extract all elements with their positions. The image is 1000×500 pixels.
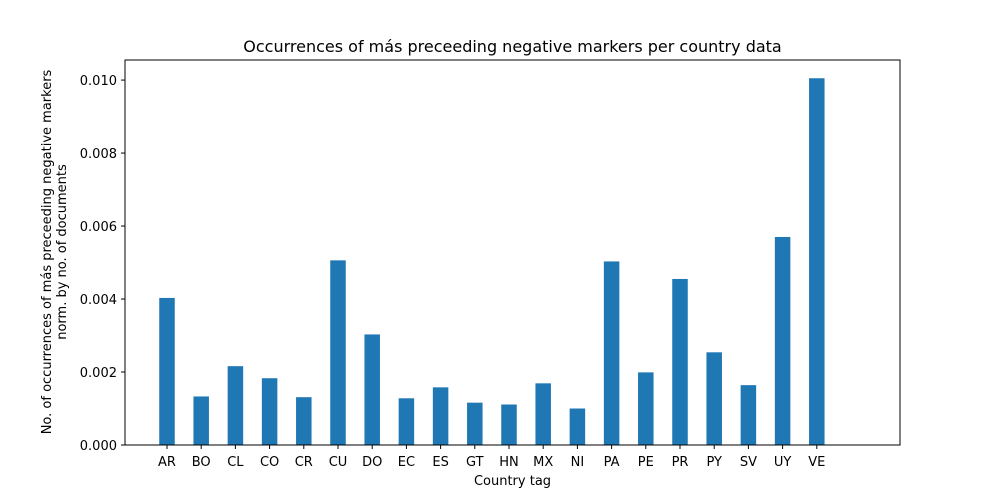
x-tick-label-co: CO: [260, 455, 279, 470]
x-tick-label-es: ES: [432, 455, 448, 470]
x-axis-label: Country tag: [474, 474, 551, 489]
bar-hn: [501, 404, 517, 445]
x-tick-label-pe: PE: [638, 455, 654, 470]
bars-group: [159, 78, 825, 445]
x-tick-label-hn: HN: [499, 455, 519, 470]
bar-py: [706, 352, 722, 445]
x-tick-label-cr: CR: [295, 455, 313, 470]
x-tick-label-ar: AR: [158, 455, 176, 470]
bar-cl: [227, 366, 244, 445]
chart-title: Occurrences of más preceeding negative m…: [243, 37, 781, 56]
bar-mx: [535, 383, 551, 445]
bar-do: [364, 334, 380, 445]
x-tick-label-py: PY: [706, 455, 722, 470]
y-tick-label: 0.004: [80, 293, 117, 308]
bar-es: [432, 387, 449, 445]
x-tick-label-sv: SV: [740, 455, 757, 470]
y-tick-label: 0.010: [80, 74, 117, 89]
y-axis-label: No. of occurrences of más preceeding neg…: [40, 69, 70, 434]
bar-ni: [569, 408, 586, 445]
bar-pr: [672, 278, 688, 445]
y-axis-ticks: 0.000 0.002 0.004 0.006 0.008 0.010: [80, 74, 125, 454]
x-tick-label-bo: BO: [192, 455, 211, 470]
x-tick-label-pa: PA: [604, 455, 620, 470]
x-tick-label-uy: UY: [774, 455, 792, 470]
x-tick-label-cu: CU: [329, 455, 348, 470]
bar-ve: [809, 78, 825, 445]
y-axis-label-line-2: norm. by no. of documents: [55, 164, 70, 340]
bar-pa: [603, 261, 620, 445]
x-tick-label-pr: PR: [672, 455, 689, 470]
y-tick-label: 0.002: [80, 366, 117, 381]
bar-cu: [330, 260, 346, 445]
x-tick-label-mx: MX: [533, 455, 553, 470]
y-axis-label-line-1: No. of occurrences of más preceeding neg…: [40, 69, 55, 434]
bar-pe: [638, 372, 654, 445]
y-tick-label: 0.008: [80, 147, 117, 162]
x-tick-label-gt: GT: [466, 455, 484, 470]
bar-bo: [193, 396, 209, 445]
bar-ec: [398, 398, 415, 445]
bar-gt: [467, 402, 483, 445]
bar-uy: [774, 236, 791, 445]
x-tick-label-do: DO: [362, 455, 382, 470]
x-axis-ticks: AR BO CL CO CR CU DO EC ES GT HN MX NI PA PE PR PY SV UY VE: [158, 445, 825, 470]
x-tick-label-ec: EC: [398, 455, 415, 470]
bar-cr: [296, 397, 312, 445]
y-tick-label: 0.000: [80, 439, 117, 454]
y-tick-label: 0.006: [80, 220, 117, 235]
x-tick-label-ve: VE: [808, 455, 825, 470]
x-tick-label-ni: NI: [571, 455, 585, 470]
plot-frame: [124, 59, 901, 446]
bar-sv: [740, 385, 757, 445]
bar-ar: [159, 297, 175, 445]
x-tick-label-cl: CL: [227, 455, 244, 470]
bar-co: [261, 378, 278, 445]
